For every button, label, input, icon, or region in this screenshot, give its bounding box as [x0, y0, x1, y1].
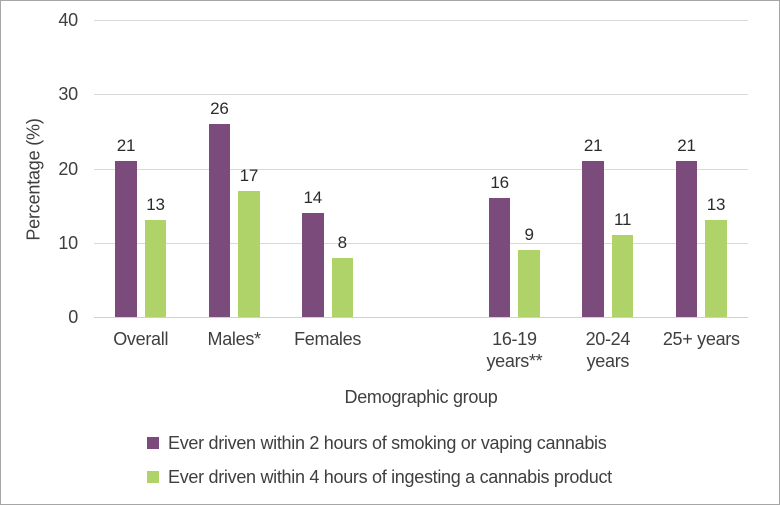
bar-value-label: 14: [303, 188, 323, 208]
category-label: Females: [280, 328, 376, 350]
category-label-line: Males*: [207, 329, 262, 349]
y-tick-label: 30: [58, 84, 78, 105]
category-label: Males*: [186, 328, 282, 350]
category-label-line: 20-24: [585, 329, 631, 349]
bar: [144, 220, 167, 317]
bar-value-label: 13: [146, 195, 165, 215]
bar-value-label: 16: [490, 173, 509, 193]
category-label-line: years**: [486, 351, 543, 371]
y-tick-label: 40: [58, 10, 78, 30]
bar-value-label: 8: [337, 232, 347, 252]
bar-value-label: 9: [524, 225, 534, 245]
gridline: [94, 168, 748, 170]
bar: [115, 161, 137, 317]
category-label-line: years: [586, 351, 630, 371]
category-label: 25+ years: [653, 328, 749, 350]
legend: Ever driven within 2 hours of smoking or…: [147, 432, 612, 488]
y-tick-label: 20: [58, 158, 78, 179]
bar: [331, 257, 354, 317]
bar-value-label: 11: [613, 210, 632, 230]
bar-value-label: 21: [583, 136, 603, 156]
bar: [302, 213, 324, 317]
gridline: [94, 20, 748, 21]
legend-item: Ever driven within 4 hours of ingesting …: [147, 466, 612, 488]
bar-value-label: 17: [239, 165, 259, 185]
y-tick-label: 10: [58, 232, 78, 253]
legend-item: Ever driven within 2 hours of smoking or…: [147, 432, 612, 454]
bar: [238, 190, 260, 317]
legend-label: Ever driven within 2 hours of smoking or…: [168, 433, 607, 453]
bar-value-label: 21: [677, 136, 696, 156]
y-tick-label: 0: [68, 307, 78, 327]
bar: [611, 235, 634, 317]
x-axis-line: [94, 317, 748, 318]
category-label-line: 25+ years: [662, 329, 740, 349]
category-label: 20-24 years: [560, 328, 656, 372]
bar: [488, 198, 511, 317]
category-label-line: 16-19: [492, 329, 537, 349]
category-label: 16-19 years**: [466, 328, 562, 372]
legend-swatch-icon: [147, 471, 159, 483]
x-axis-title: Demographic group: [344, 387, 498, 407]
category-label-line: Overall: [113, 329, 169, 349]
bar-value-label: 13: [706, 195, 726, 215]
category-label: Overall: [93, 328, 189, 350]
bar: [582, 161, 604, 317]
bar: [705, 220, 727, 317]
bar: [518, 250, 540, 317]
legend-label: Ever driven within 4 hours of ingesting …: [168, 467, 612, 487]
bar: [675, 161, 698, 317]
legend-swatch-icon: [147, 437, 159, 449]
bar-value-label: 21: [116, 136, 136, 156]
bar-value-label: 26: [210, 98, 229, 118]
bar: [208, 123, 231, 317]
gridline: [94, 242, 748, 244]
gridline: [94, 94, 748, 96]
category-label-line: Females: [294, 329, 362, 349]
